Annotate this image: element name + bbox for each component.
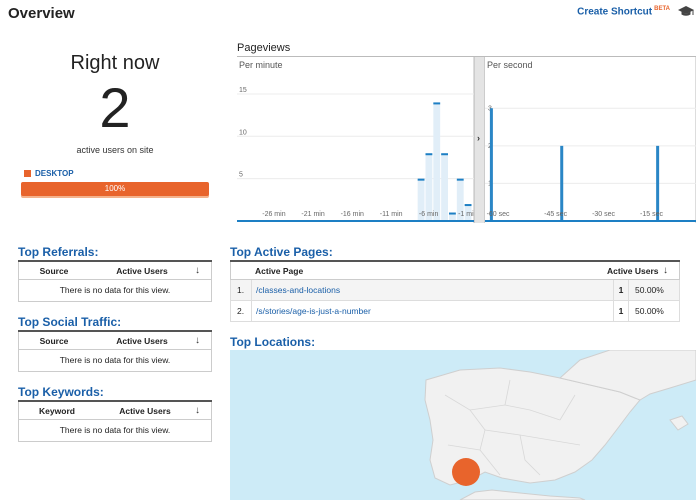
- top-locations-title: Top Locations:: [230, 335, 316, 349]
- sort-down-arrow-icon[interactable]: ↓: [195, 405, 200, 416]
- pageview-bar-top: [464, 204, 472, 207]
- page-link[interactable]: /classes-and-locations: [251, 280, 613, 300]
- pageview-bar: [441, 153, 448, 221]
- col-keyword[interactable]: Keyword: [39, 405, 75, 416]
- y-tick-label: 15: [239, 87, 247, 94]
- x-tick-label: -45 sec: [544, 211, 567, 218]
- per-minute-chart: 5 10 15 -26 min -21 min -16 min -11 min -6 min -…: [237, 57, 474, 223]
- page-link[interactable]: /s/stories/age-is-just-a-number: [251, 301, 613, 321]
- empty-message: There is no data for this view.: [18, 280, 212, 302]
- create-shortcut-label[interactable]: Create Shortcut: [577, 6, 653, 18]
- beta-badge: BETA: [654, 6, 670, 12]
- active-users-sublabel: active users on site: [76, 145, 154, 155]
- pageview-bar: [560, 145, 564, 221]
- row-count: 1: [613, 301, 629, 321]
- pageview-bar-top: [433, 102, 441, 105]
- pageview-bar-top: [425, 153, 433, 156]
- table-header: Keyword Active Users ↓: [18, 402, 212, 420]
- pageview-bar: [433, 102, 441, 221]
- col-active-users[interactable]: Active Users: [607, 265, 659, 276]
- pageviews-rule: [237, 56, 696, 57]
- island-landmass: [669, 415, 689, 431]
- col-active-users[interactable]: Active Users: [116, 335, 168, 346]
- empty-message: There is no data for this view.: [18, 350, 212, 372]
- x-tick-label: -60 sec: [487, 211, 510, 218]
- sort-down-arrow-icon[interactable]: ↓: [195, 335, 200, 346]
- x-tick-label: -16 min: [341, 211, 364, 218]
- row-rank: 2.: [237, 306, 245, 316]
- location-marker[interactable]: [452, 458, 480, 486]
- pageview-bar: [656, 145, 660, 221]
- per-second-label: Per second: [487, 60, 533, 70]
- col-source[interactable]: Source: [39, 265, 69, 276]
- pageviews-title: Pageviews: [237, 42, 291, 54]
- pageview-bar: [449, 212, 456, 221]
- top-keywords-title: Top Keywords:: [18, 385, 104, 399]
- pageview-bar: [489, 108, 493, 221]
- table-row[interactable]: 2. /s/stories/age-is-just-a-number 1 50.…: [230, 301, 680, 322]
- pageview-bar-top: [456, 178, 464, 181]
- top-active-pages-title: Top Active Pages:: [230, 245, 333, 259]
- chevron-right-icon[interactable]: ›: [477, 133, 480, 143]
- locations-map[interactable]: [230, 350, 696, 500]
- col-active-page[interactable]: Active Page: [255, 265, 304, 276]
- top-referrals-table: Source Active Users ↓ There is no data f…: [18, 260, 212, 302]
- table-row[interactable]: 1. /classes-and-locations 1 50.00%: [230, 280, 680, 301]
- active-users-count: 2: [99, 76, 131, 139]
- row-rank: 1.: [237, 285, 245, 295]
- col-source[interactable]: Source: [39, 335, 69, 346]
- desktop-swatch: [24, 170, 31, 177]
- top-referrals-title: Top Referrals:: [18, 245, 99, 259]
- per-minute-label: Per minute: [239, 60, 283, 70]
- sort-down-arrow-icon[interactable]: ↓: [195, 265, 200, 276]
- pageview-bar-top: [449, 212, 456, 215]
- top-active-pages-table: Active Page Active Users ↓ 1. /classes-a…: [230, 260, 680, 322]
- row-count: 1: [613, 280, 629, 300]
- x-tick-label: -21 min: [301, 211, 324, 218]
- y-tick-label: 10: [239, 129, 247, 136]
- col-active-users[interactable]: Active Users: [116, 265, 168, 276]
- x-tick-label: -6 min: [419, 211, 439, 218]
- region-borders: [444, 379, 581, 476]
- device-percent-bar: 100%: [21, 182, 209, 196]
- x-tick-label: -1 min: [458, 211, 474, 218]
- page-title: Overview: [8, 5, 75, 22]
- x-tick-label: -26 min: [262, 211, 285, 218]
- table-header: Active Page Active Users ↓: [230, 262, 680, 280]
- graduation-cap-icon[interactable]: [678, 5, 694, 17]
- france-landmass: [558, 350, 696, 401]
- top-keywords-table: Keyword Active Users ↓ There is no data …: [18, 400, 212, 442]
- pageview-bar: [425, 153, 433, 221]
- pageview-bar: [417, 178, 425, 221]
- pageview-bar-top: [417, 178, 425, 181]
- top-social-title: Top Social Traffic:: [18, 315, 122, 329]
- map-svg[interactable]: [230, 350, 696, 500]
- right-now-label: Right now: [70, 52, 160, 74]
- pageview-bar-top: [441, 153, 448, 156]
- x-tick-label: -30 sec: [592, 211, 615, 218]
- row-percent: 50.00%: [635, 285, 664, 295]
- row-percent: 50.00%: [635, 306, 664, 316]
- per-minute-chart-svg: 5 10 15 -26 min -21 min -16 min -11 min -6 min -…: [237, 87, 474, 222]
- sort-down-arrow-icon[interactable]: ↓: [663, 265, 668, 276]
- table-header: Source Active Users ↓: [18, 332, 212, 350]
- top-social-table: Source Active Users ↓ There is no data f…: [18, 330, 212, 372]
- empty-message: There is no data for this view.: [18, 420, 212, 442]
- per-second-chart-svg: 123-60 sec-45 sec-30 sec-15 sec: [485, 105, 696, 222]
- pageview-bar: [464, 204, 472, 221]
- x-tick-label: -11 min: [380, 211, 403, 218]
- pageview-bar: [456, 178, 464, 221]
- chart-divider[interactable]: ›: [474, 57, 485, 223]
- per-second-chart: 123-60 sec-45 sec-30 sec-15 sec Per seco…: [485, 57, 696, 223]
- x-tick-label: -15 sec: [640, 211, 663, 218]
- device-label: DESKTOP: [35, 169, 74, 178]
- y-tick-label: 5: [239, 172, 243, 179]
- table-header: Source Active Users ↓: [18, 262, 212, 280]
- device-legend[interactable]: DESKTOP: [24, 169, 74, 178]
- create-shortcut-link[interactable]: Create Shortcut BETA: [577, 6, 670, 17]
- col-active-users[interactable]: Active Users: [119, 405, 171, 416]
- right-now-panel: Right now 2 active users on site: [20, 52, 210, 155]
